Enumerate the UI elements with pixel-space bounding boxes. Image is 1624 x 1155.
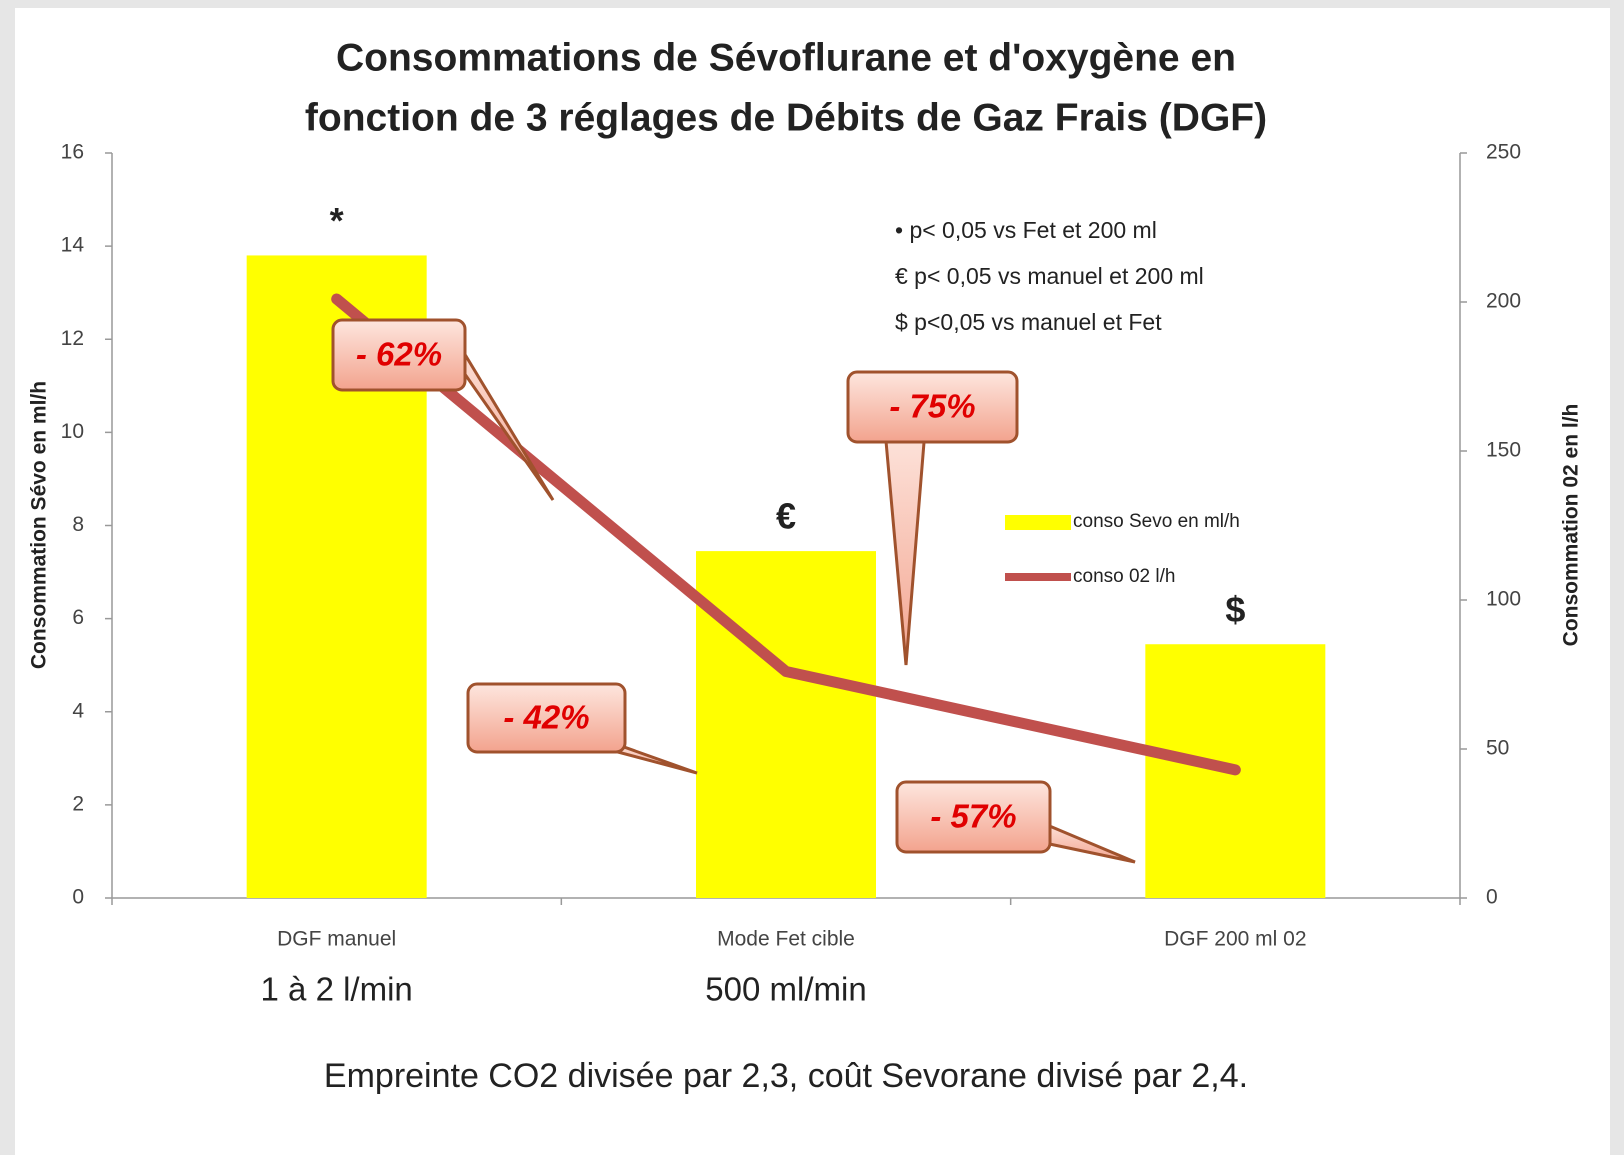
callout-cover <box>335 322 463 388</box>
y-tick-label: 2 <box>72 792 84 815</box>
note: € p< 0,05 vs manuel et 200 ml <box>895 263 1204 289</box>
x-sublabel: 500 ml/min <box>705 971 866 1008</box>
x-tick-label: Mode Fet cible <box>717 928 855 951</box>
callout-label: - 62% <box>356 336 442 373</box>
x-tick-label: DGF manuel <box>277 928 396 951</box>
bar-annotation: * <box>330 200 344 241</box>
callout-label: - 75% <box>889 388 975 425</box>
x-tick-label: DGF 200 ml 02 <box>1164 928 1306 951</box>
y2-tick-label: 100 <box>1486 588 1521 611</box>
y2-tick-label: 0 <box>1486 886 1498 909</box>
y2-tick-label: 200 <box>1486 290 1521 313</box>
y2-tick-label: 50 <box>1486 737 1509 760</box>
note: $ p<0,05 vs manuel et Fet <box>895 309 1162 335</box>
y-tick-label: 0 <box>72 886 84 909</box>
y-tick-label: 10 <box>61 420 84 443</box>
legend-swatch <box>1005 515 1071 530</box>
legend-label: conso 02 l/h <box>1073 566 1175 587</box>
bar <box>696 551 876 898</box>
y2-axis-label: Consommation 02 en l/h <box>1560 404 1583 647</box>
callout-label: - 42% <box>503 699 589 736</box>
callout-label: - 57% <box>930 798 1016 835</box>
chart-title: Consommations de Sévoflurane et d'oxygèn… <box>336 36 1236 79</box>
callout-cover <box>470 686 623 750</box>
legend-label: conso Sevo en ml/h <box>1073 511 1240 532</box>
x-sublabel: 1 à 2 l/min <box>261 971 413 1008</box>
bar-annotation: € <box>776 496 796 537</box>
y2-tick-label: 150 <box>1486 439 1521 462</box>
chart-title: fonction de 3 réglages de Débits de Gaz … <box>305 96 1267 139</box>
bar-annotation: $ <box>1225 589 1245 630</box>
callout-cover <box>850 374 1015 440</box>
y-tick-label: 16 <box>61 141 84 164</box>
callout-cover <box>899 784 1048 850</box>
y-axis-label: Consommation Sévo en ml/h <box>28 381 51 669</box>
line <box>331 293 1241 776</box>
note: • p< 0,05 vs Fet et 200 ml <box>895 217 1157 243</box>
y-tick-label: 4 <box>72 699 84 722</box>
y-tick-label: 8 <box>72 513 84 536</box>
caption: Empreinte CO2 divisée par 2,3, coût Sevo… <box>324 1057 1248 1095</box>
y2-tick-label: 250 <box>1486 141 1521 164</box>
y-tick-label: 12 <box>61 327 84 350</box>
y-tick-label: 6 <box>72 606 84 629</box>
y-tick-label: 14 <box>61 234 85 257</box>
